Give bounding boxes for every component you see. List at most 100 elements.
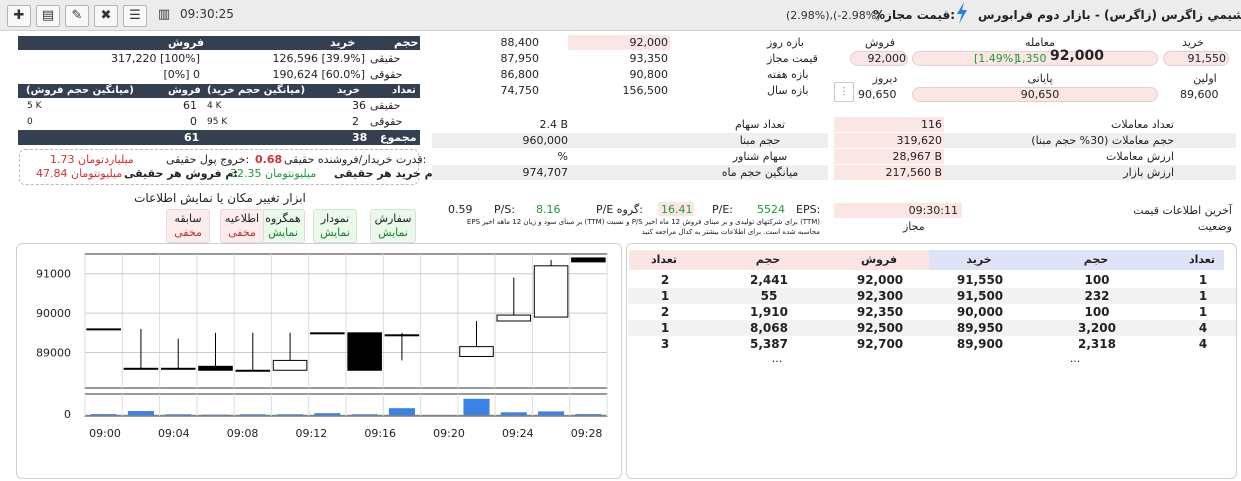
toggle-chip[interactable]: سفارش نمایش: [370, 209, 416, 243]
count-row-buy: 2: [352, 115, 359, 128]
range-high: 87,950: [500, 52, 540, 65]
volume-bar: [388, 408, 415, 415]
money-out-label: خروج پول حقیقی:: [166, 153, 250, 166]
pe-label: P/E:: [712, 203, 733, 216]
count-row-sell-avg: 0: [27, 117, 33, 127]
ob-cell: 92,350: [856, 305, 904, 319]
stat-value: %: [557, 150, 568, 163]
stat-value: 116: [921, 118, 942, 131]
ob-header: تعداد: [650, 253, 678, 266]
ob-cell: 2,318: [1078, 337, 1116, 351]
ob-cell: 91,550: [956, 273, 1004, 287]
count-row-buy-avg: 95 K: [207, 117, 228, 127]
candle-body: [272, 359, 308, 371]
x-tick-label: 09:24: [502, 427, 534, 440]
range-label: بازه هفته: [767, 68, 809, 81]
sliders-icon[interactable]: ⫶: [834, 82, 854, 102]
vol-head-buy: خرید: [330, 36, 356, 49]
range-label: بازه سال: [767, 84, 809, 97]
ps-label: P/S:: [494, 203, 516, 216]
deal-label: معامله: [1025, 36, 1055, 49]
ratio-note-1: EPS بر مبنای سود و زیان 12 ماهه اخیر (TT…: [466, 218, 820, 226]
count-row-buy-avg: 4 K: [207, 101, 222, 111]
range-high: 86,800: [500, 68, 540, 81]
ob-header: فروش: [860, 253, 898, 266]
ob-cell: 1: [1198, 289, 1208, 303]
first-label: اولین: [1193, 72, 1217, 85]
ob-row[interactable]: 1 100 91,550 92,000 2,441 2: [628, 272, 1236, 288]
orderbook-panel: تعداد حجم خرید فروش حجم تعداد 1 100 91,550 92,00…: [626, 243, 1237, 479]
chart-icon[interactable]: ▥: [157, 7, 171, 22]
candlestick-chart: 91000 90000 89000 0 09:00 09:04 09:08 09:12 09:1…: [36, 253, 608, 440]
ob-row[interactable]: 4 3,200 89,950 92,500 8,068 1: [628, 320, 1236, 336]
vol-row-label: حقیقی: [370, 52, 401, 65]
x-tick-label: 09:12: [296, 427, 328, 440]
ob-cell: 2: [660, 273, 670, 287]
ob-cell: 3,200: [1078, 321, 1116, 335]
vol-head-sell: فروش: [168, 36, 205, 49]
range-high: 74,750: [500, 84, 540, 97]
ob-cell: 100: [1084, 305, 1110, 319]
count-row-label: حقیقی: [370, 99, 401, 112]
candle-body: [384, 334, 420, 337]
toggle-chip[interactable]: همگروه نمایش: [261, 209, 305, 243]
cross-arrows-icon[interactable]: ✖: [94, 5, 118, 27]
candle-body: [235, 369, 271, 372]
candle-body: [571, 257, 606, 263]
plus-icon[interactable]: ✚: [7, 5, 31, 27]
money-out-value: 1.73 میلیاردتومان: [50, 153, 134, 166]
x-tick-label: 09:08: [227, 427, 259, 440]
candle-body: [123, 367, 159, 370]
eps-label: EPS:: [796, 203, 821, 216]
toggle-chip[interactable]: نمودار نمایش: [313, 209, 357, 243]
toggle-chip[interactable]: اطلاعیه مخفی: [220, 209, 264, 243]
ob-cell: 92,300: [856, 289, 904, 303]
best-buy-price: 91,550: [1187, 52, 1227, 65]
tools-title: ابزار تغییر مکان یا نمایش اطلاعات: [134, 191, 306, 205]
x-tick-label: 09:04: [158, 427, 190, 440]
volume-bar: [127, 411, 154, 415]
sell-per-value: 47.84 میلیونتومان: [36, 167, 123, 180]
candle-body: [198, 365, 233, 371]
stat-label: تعداد سهام: [734, 118, 786, 131]
volume-bar: [463, 398, 490, 415]
ob-cell: 91,500: [956, 289, 1004, 303]
vol-row-sell: 317,220 [100%]: [110, 52, 200, 65]
ob-row[interactable]: 1 232 91,500 92,300 55 1: [628, 288, 1236, 304]
stat-value: 217,560 B: [885, 166, 942, 179]
buy-per-value: 32.35 میلیونتومان: [230, 167, 317, 180]
pe-group-label: P/E گروه:: [596, 203, 643, 216]
volume-bar: [277, 414, 304, 415]
chip-name: همگروه: [265, 212, 301, 225]
ob-cell: 4: [1198, 321, 1208, 335]
stat-value: 960,000: [522, 134, 569, 147]
ob-cell: 92,700: [856, 337, 904, 351]
price-change: 1,350: [1015, 52, 1047, 65]
y-tick-label: 90000: [36, 307, 71, 320]
ob-cell: 5,387: [750, 337, 788, 351]
x-tick-label: 09:28: [571, 427, 603, 440]
toggle-chip[interactable]: سابقه مخفی: [166, 209, 210, 243]
last-info-label: آخرین اطلاعات قیمت: [1133, 204, 1232, 217]
price-range-pct: (2.98%),(-2.98%): [786, 9, 881, 22]
list-icon[interactable]: ☰: [123, 5, 147, 27]
ob-row[interactable]: 4 2,318 89,900 92,700 5,387 3: [628, 336, 1236, 352]
range-low: 90,800: [629, 68, 669, 81]
ob-cell: 90,000: [956, 305, 1004, 319]
count-head-buy: خرید: [337, 85, 360, 96]
edit-icon[interactable]: ✎: [65, 5, 89, 27]
ob-header: تعداد: [1188, 253, 1216, 266]
vol-row-buy: 126,596 [39.9%]: [272, 52, 365, 65]
document-icon[interactable]: ▤: [36, 5, 60, 27]
volume-bar: [239, 414, 266, 415]
range-label: قیمت مجاز: [767, 52, 818, 65]
candle-body: [347, 332, 382, 371]
total-label: مجموع: [380, 131, 417, 144]
lightning-icon: [957, 2, 967, 24]
stat-value: 2.4 B: [539, 118, 568, 131]
chart-panel: 91000 90000 89000 0 09:00 09:04 09:08 09:12 09:1…: [16, 243, 622, 479]
ob-cell: 232: [1084, 289, 1110, 303]
buy-label: خرید: [1182, 36, 1204, 49]
ob-row[interactable]: 1 100 90,000 92,350 1,910 2: [628, 304, 1236, 320]
chip-name: سفارش: [374, 212, 412, 225]
